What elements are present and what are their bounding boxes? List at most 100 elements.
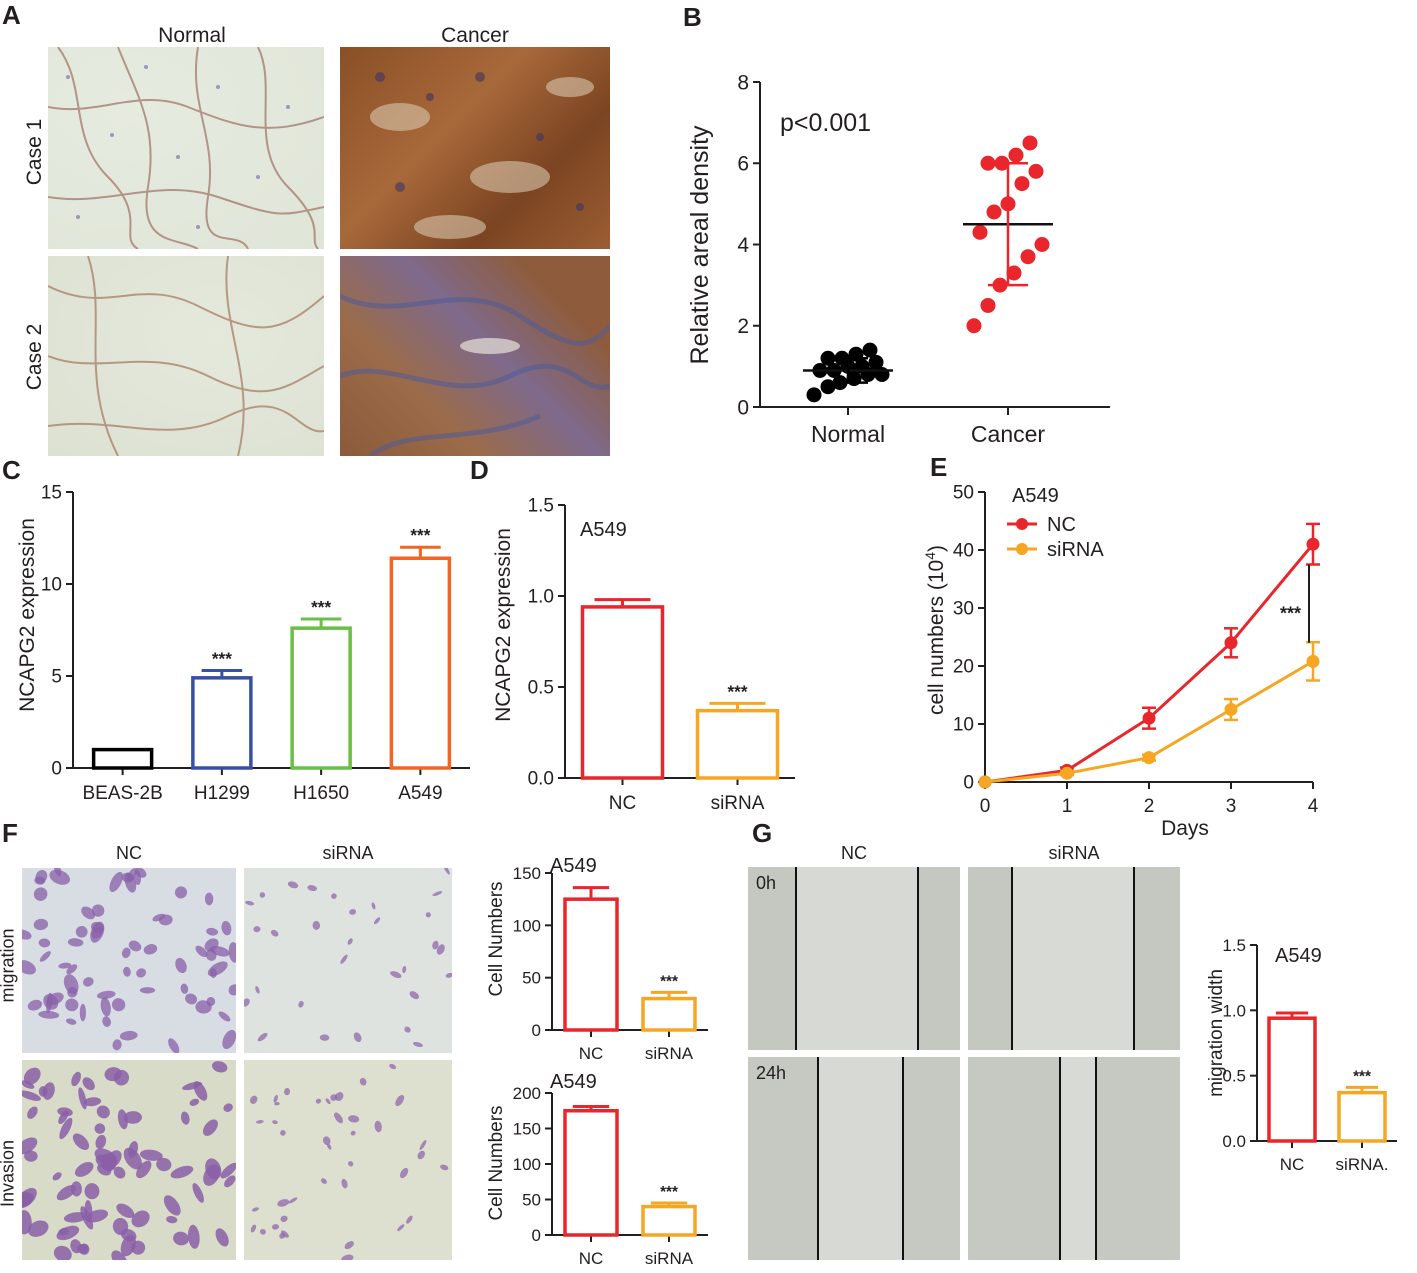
stained-cell <box>432 891 443 897</box>
stained-cell <box>195 945 208 958</box>
chart-c: NCAPG2 expression 0 5 10 15 BEAS-2B H1299 H165… <box>16 483 470 804</box>
chart-c-y-tick-label: 10 <box>41 575 62 596</box>
chart-d-y-tick-label: 0.0 <box>528 769 554 790</box>
stained-cell <box>209 968 217 978</box>
chart-b-point <box>868 354 884 370</box>
micrograph-g-sirna-24h <box>968 1057 1180 1260</box>
micrograph-g-sirna-0h <box>968 867 1180 1050</box>
stained-cell <box>271 1224 280 1230</box>
stained-cell <box>399 1167 409 1179</box>
stained-cell <box>251 1207 259 1212</box>
chart-f-invasion-y-tick-label: 100 <box>513 1155 541 1174</box>
micrograph-cancer-case2 <box>340 256 610 456</box>
chart-g-y-tick-label: 1.5 <box>1222 936 1246 955</box>
stained-cell <box>156 1157 172 1172</box>
chart-g-y-tick-label: 0.5 <box>1222 1067 1246 1086</box>
stained-cell <box>244 998 250 1007</box>
legend-sirna-label: siRNA <box>1047 539 1104 561</box>
panel-label-b: B <box>683 2 702 32</box>
stained-cell <box>109 871 123 893</box>
stained-cell <box>348 1115 360 1123</box>
micrograph-f-sirna-invasion <box>244 1060 452 1260</box>
chart-e-point <box>1306 537 1320 551</box>
chart-f-invasion-y-tick-label: 200 <box>513 1084 541 1103</box>
stained-cell <box>185 993 198 1005</box>
stained-cell <box>195 1000 212 1014</box>
stained-cell <box>72 1133 90 1151</box>
panel-f-header-sirna: siRNA <box>322 843 374 863</box>
chart-g-sig-label: *** <box>1353 1068 1371 1085</box>
stained-cell <box>24 1150 38 1162</box>
chart-e-marks: *** <box>978 522 1320 789</box>
chart-b-point <box>1020 249 1036 265</box>
chart-e-ylabel-pre: cell numbers (10 <box>925 560 948 715</box>
stained-cell <box>22 1080 35 1089</box>
chart-d-x-tick-label: siRNA <box>711 793 765 810</box>
stained-cell <box>404 1026 411 1033</box>
panel-a-row-case2: Case 2 <box>23 323 46 391</box>
panel-label-f: F <box>2 818 18 848</box>
chart-f-invasion-ylabel: Cell Numbers <box>486 1105 507 1220</box>
cancer-tissue-pattern-2 <box>340 293 610 456</box>
chart-d-y-tick-label: 0.5 <box>528 678 554 699</box>
stained-cell <box>82 977 94 987</box>
stained-cell <box>432 940 439 950</box>
stained-cell <box>350 1130 356 1136</box>
chart-b-y-tick-label: 4 <box>737 234 749 257</box>
stained-cell <box>123 966 131 977</box>
chart-d-x-tick-label: NC <box>609 793 636 810</box>
panel-g-header-sirna: siRNA <box>1048 843 1100 863</box>
stained-cell <box>23 1067 41 1085</box>
stained-cell <box>359 1077 367 1086</box>
chart-e-ylabel: cell numbers (104) <box>922 545 948 715</box>
chart-b-point <box>806 387 822 403</box>
stained-cell <box>192 1183 204 1203</box>
stained-cell <box>39 951 51 962</box>
cell-layer-left <box>968 1057 1060 1260</box>
chart-f-migration-axes: 0 50 100 150 NC siRNA <box>513 864 708 1063</box>
stained-cell <box>63 974 79 995</box>
chart-g-bar <box>1337 1090 1387 1143</box>
stained-cell <box>58 1227 69 1236</box>
micrograph-f-nc-migration <box>22 868 236 1053</box>
stained-cell <box>325 1098 331 1105</box>
stained-cell <box>209 945 230 957</box>
stained-cell <box>128 1140 139 1159</box>
panel-f-header-nc: NC <box>116 843 142 863</box>
chart-b-point <box>986 204 1002 220</box>
stained-cell <box>221 920 232 936</box>
stained-cell <box>136 968 146 978</box>
stained-cell <box>58 962 72 969</box>
stained-cell <box>38 1010 60 1019</box>
chart-c-x-tick-label: H1299 <box>194 783 250 804</box>
chart-c-bar <box>389 556 452 770</box>
stained-cell <box>113 1069 130 1086</box>
panel-label-g: G <box>752 818 773 848</box>
stained-cell <box>59 1117 73 1140</box>
chart-g-marks: *** <box>1267 1011 1387 1143</box>
stained-cell <box>49 869 71 885</box>
stained-cell <box>280 1230 289 1238</box>
cell-layer-right <box>1134 867 1180 1050</box>
stained-cell <box>96 990 116 999</box>
stained-cell <box>42 1082 55 1100</box>
chart-f-invasion-sig-label: *** <box>660 1184 678 1201</box>
chart-d-ylabel: NCAPG2 expression <box>492 528 515 722</box>
stained-cell <box>173 1231 189 1246</box>
panel-label-a: A <box>2 0 21 30</box>
stained-cell <box>43 994 59 1010</box>
chart-c-bar <box>290 626 352 770</box>
stained-cell <box>83 1097 102 1107</box>
stained-cell <box>94 1123 106 1134</box>
panel-a-row-case1: Case 1 <box>23 118 46 186</box>
chart-b-point <box>1034 237 1050 252</box>
chart-b-y-tick-label: 2 <box>737 315 749 338</box>
stained-cell <box>22 1187 37 1209</box>
panel-a-header-cancer: Cancer <box>441 24 509 47</box>
stained-cell <box>136 1160 152 1179</box>
stained-cell <box>139 987 156 994</box>
stained-cell <box>82 1077 95 1091</box>
stained-cell <box>330 1094 338 1101</box>
stained-cell <box>353 1032 362 1043</box>
chart-e-x-tick-label: 0 <box>980 796 991 817</box>
